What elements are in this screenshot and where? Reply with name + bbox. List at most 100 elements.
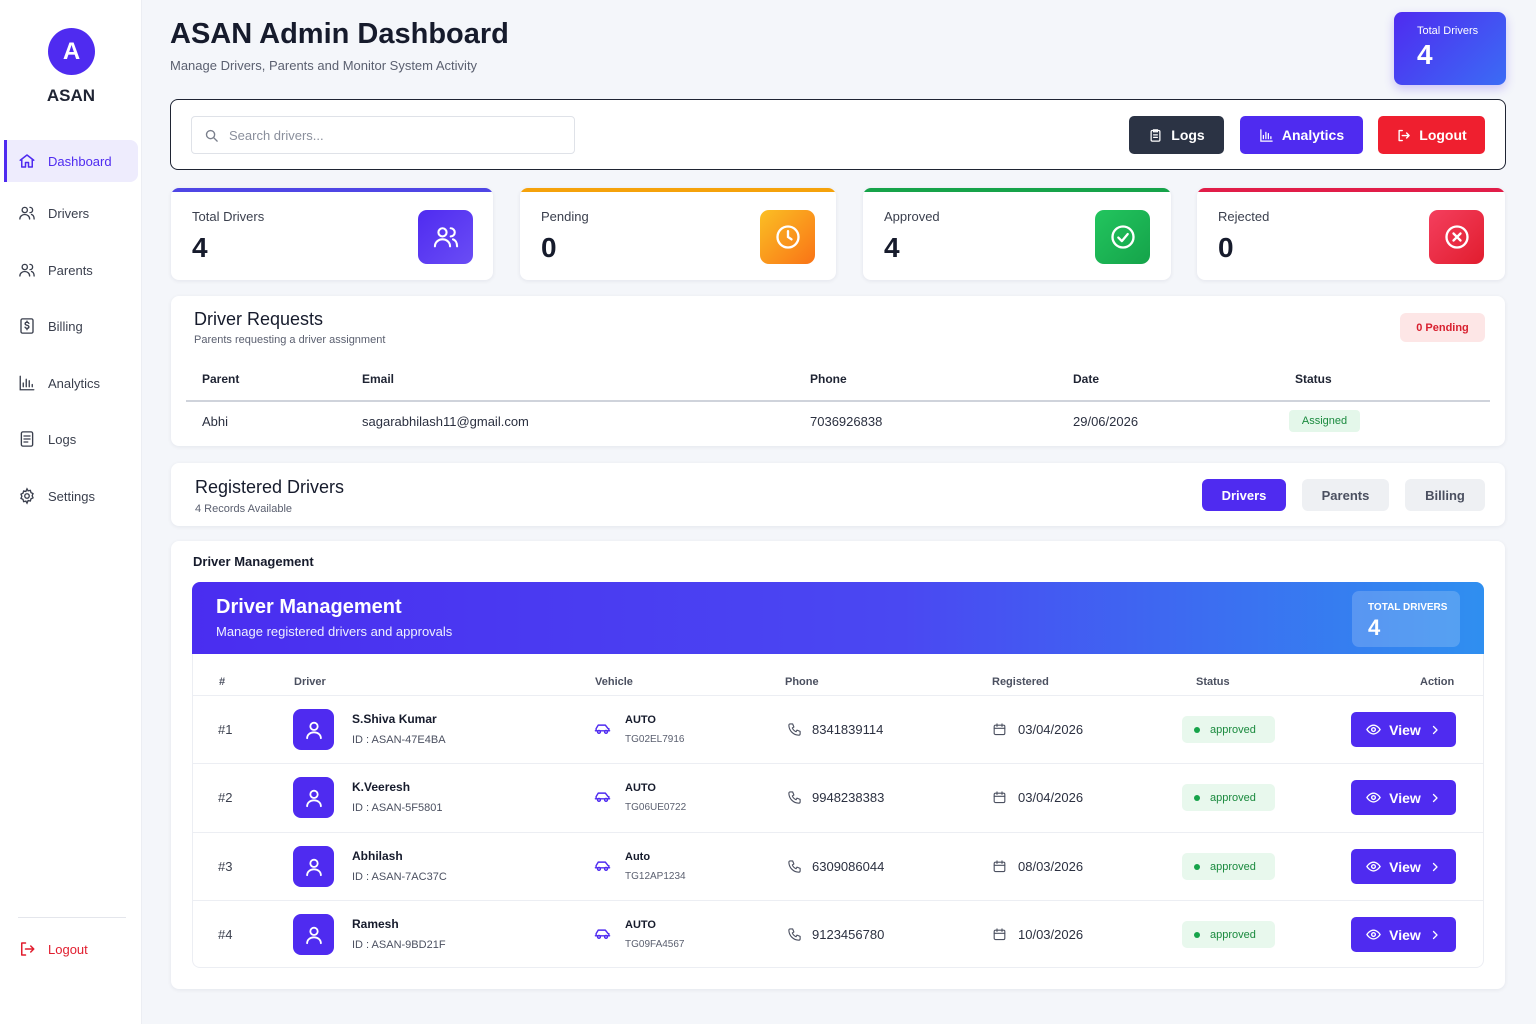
tab-billing[interactable]: Billing <box>1405 479 1485 511</box>
dollar-icon <box>20 318 34 334</box>
chevron-right-icon <box>1429 929 1441 941</box>
sidebar-item-label: Dashboard <box>48 153 112 169</box>
driver-count-label: TOTAL DRIVERS <box>1368 602 1448 613</box>
phone-icon <box>787 859 802 874</box>
sidebar-logout-button[interactable]: Logout <box>18 940 88 958</box>
status-label: approved <box>1210 860 1256 873</box>
view-button[interactable]: View <box>1351 780 1456 815</box>
car-icon <box>594 928 611 940</box>
search-icon <box>205 129 218 142</box>
driver-phone: 6309086044 <box>812 859 885 874</box>
request-date: 29/06/2026 <box>1073 414 1139 429</box>
driver-id: ID : ASAN-5F5801 <box>352 802 443 814</box>
status-label: approved <box>1210 928 1256 941</box>
stat-card-rejected: Rejected 0 <box>1197 188 1505 280</box>
avatar <box>293 846 334 887</box>
sidebar: A ASAN Dashboard Drivers Parents Billing… <box>0 0 142 1024</box>
brand-name: ASAN <box>46 86 96 105</box>
sidebar-item-settings[interactable]: Settings <box>4 475 138 517</box>
sidebar-item-dashboard[interactable]: Dashboard <box>4 140 138 182</box>
row-number: #1 <box>218 722 233 737</box>
users-icon <box>19 206 35 220</box>
stat-label: Total Drivers <box>192 209 265 224</box>
sidebar-item-label: Drivers <box>48 205 90 221</box>
analytics-button[interactable]: Analytics <box>1240 116 1363 154</box>
driver-requests-subtitle: Parents requesting a driver assignment <box>194 334 386 346</box>
registered-drivers-title: Registered Drivers <box>195 477 345 497</box>
driver-count-badge: TOTAL DRIVERS 4 <box>1352 591 1460 647</box>
clipboard-icon <box>1150 128 1161 142</box>
vehicle-number: TG02EL7916 <box>625 734 685 745</box>
column-header-driver: Driver <box>294 676 326 688</box>
logout-icon <box>1398 129 1411 141</box>
stat-value: 0 <box>541 232 557 263</box>
calendar-icon <box>992 790 1007 805</box>
sidebar-item-label: Billing <box>48 318 83 334</box>
stat-card-total-drivers: Total Drivers 4 <box>171 188 493 280</box>
tab-parents[interactable]: Parents <box>1302 479 1389 511</box>
driver-name: Ramesh <box>352 917 399 931</box>
table-row: #3 Abhilash ID : ASAN-7AC37C Auto TG12AP1234… <box>192 832 1484 900</box>
users-icon <box>418 210 473 264</box>
pending-count-badge: 0 Pending <box>1400 313 1485 342</box>
status-dot <box>1194 931 1200 938</box>
calendar-icon <box>992 927 1007 942</box>
tab-drivers[interactable]: Drivers <box>1202 479 1286 511</box>
driver-management-section-label: Driver Management <box>193 554 314 569</box>
check-circle-icon <box>1095 210 1150 264</box>
total-drivers-badge-label: Total Drivers <box>1417 25 1479 37</box>
sidebar-item-drivers[interactable]: Drivers <box>4 192 138 234</box>
driver-phone: 8341839114 <box>812 722 884 737</box>
driver-id: ID : ASAN-9BD21F <box>352 939 446 951</box>
sidebar-item-billing[interactable]: Billing <box>4 305 138 347</box>
avatar <box>293 709 334 750</box>
analytics-button-label: Analytics <box>1281 127 1345 143</box>
column-header-status: Status <box>1295 372 1332 386</box>
column-header-registered: Registered <box>992 676 1049 688</box>
stat-value: 0 <box>1218 232 1234 263</box>
sidebar-item-logs[interactable]: Logs <box>4 418 138 460</box>
phone-icon <box>787 722 802 737</box>
calendar-icon <box>992 859 1007 874</box>
page-subtitle: Manage Drivers, Parents and Monitor Syst… <box>170 58 478 73</box>
status-badge: approved <box>1182 853 1275 880</box>
driver-management-banner-title: Driver Management <box>216 596 402 618</box>
sidebar-item-parents[interactable]: Parents <box>4 249 138 291</box>
logout-button[interactable]: Logout <box>1378 116 1485 154</box>
view-button-label: View <box>1389 858 1421 875</box>
view-button-label: View <box>1389 721 1421 738</box>
chevron-right-icon <box>1429 792 1441 804</box>
request-email: sagarabhilash11@gmail.com <box>362 414 529 429</box>
table-row: #1 S.Shiva Kumar ID : ASAN-47E4BA AUTO TG02E… <box>192 695 1484 763</box>
sidebar-item-label: Settings <box>48 488 95 504</box>
sidebar-item-analytics[interactable]: Analytics <box>4 362 138 404</box>
driver-name: S.Shiva Kumar <box>352 712 437 726</box>
request-parent: Abhi <box>202 414 229 429</box>
chevron-right-icon <box>1429 861 1441 873</box>
driver-name: Abhilash <box>352 849 403 863</box>
vehicle-type: AUTO <box>625 919 656 931</box>
status-badge: approved <box>1182 921 1275 948</box>
avatar <box>293 914 334 955</box>
registered-date: 08/03/2026 <box>1018 859 1084 874</box>
calendar-icon <box>992 722 1007 737</box>
search-box <box>191 116 575 154</box>
eye-icon <box>1366 927 1382 942</box>
stat-value: 4 <box>884 232 900 263</box>
row-number: #3 <box>218 859 233 874</box>
document-icon <box>20 431 34 447</box>
search-input[interactable] <box>229 127 549 143</box>
eye-icon <box>1366 722 1382 737</box>
view-button[interactable]: View <box>1351 917 1456 952</box>
column-header-status: Status <box>1196 676 1230 688</box>
avatar <box>293 777 334 818</box>
total-drivers-badge: Total Drivers 4 <box>1394 12 1506 85</box>
driver-requests-title: Driver Requests <box>194 309 324 329</box>
logs-button[interactable]: Logs <box>1129 116 1224 154</box>
view-button[interactable]: View <box>1351 712 1456 747</box>
registered-date: 03/04/2026 <box>1018 790 1084 805</box>
bar-chart-icon <box>1260 128 1273 142</box>
row-number: #2 <box>218 790 233 805</box>
view-button[interactable]: View <box>1351 849 1456 884</box>
status-label: approved <box>1210 723 1256 736</box>
